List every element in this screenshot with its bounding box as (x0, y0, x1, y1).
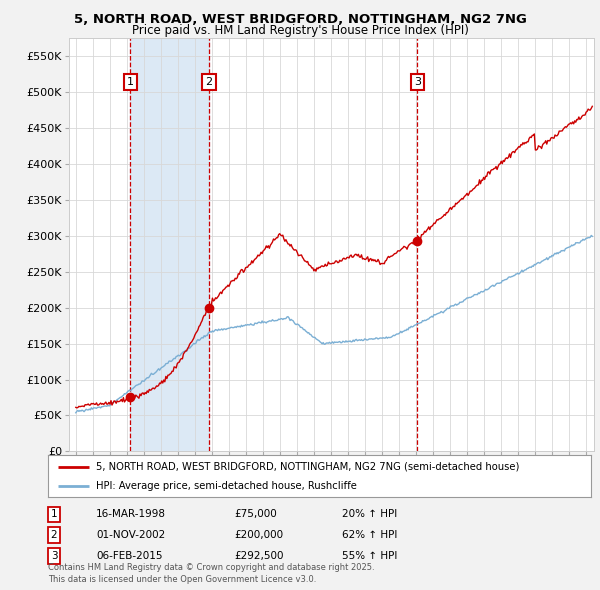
Text: HPI: Average price, semi-detached house, Rushcliffe: HPI: Average price, semi-detached house,… (96, 481, 356, 491)
Text: 2: 2 (50, 530, 58, 540)
Text: £75,000: £75,000 (234, 510, 277, 519)
Text: 3: 3 (50, 551, 58, 560)
Text: 3: 3 (414, 77, 421, 87)
Text: 5, NORTH ROAD, WEST BRIDGFORD, NOTTINGHAM, NG2 7NG: 5, NORTH ROAD, WEST BRIDGFORD, NOTTINGHA… (74, 13, 526, 26)
Text: 55% ↑ HPI: 55% ↑ HPI (342, 551, 397, 560)
Text: 16-MAR-1998: 16-MAR-1998 (96, 510, 166, 519)
Bar (130, 38, 209, 451)
Text: Price paid vs. HM Land Registry's House Price Index (HPI): Price paid vs. HM Land Registry's House … (131, 24, 469, 37)
Text: £200,000: £200,000 (234, 530, 283, 540)
Text: 5, NORTH ROAD, WEST BRIDGFORD, NOTTINGHAM, NG2 7NG (semi-detached house): 5, NORTH ROAD, WEST BRIDGFORD, NOTTINGHA… (96, 461, 519, 471)
Text: 1: 1 (50, 510, 58, 519)
Text: 1: 1 (127, 77, 134, 87)
Text: 06-FEB-2015: 06-FEB-2015 (96, 551, 163, 560)
Text: Contains HM Land Registry data © Crown copyright and database right 2025.
This d: Contains HM Land Registry data © Crown c… (48, 563, 374, 584)
Text: 62% ↑ HPI: 62% ↑ HPI (342, 530, 397, 540)
Text: 2: 2 (205, 77, 212, 87)
Text: £292,500: £292,500 (234, 551, 284, 560)
Text: 20% ↑ HPI: 20% ↑ HPI (342, 510, 397, 519)
Text: 01-NOV-2002: 01-NOV-2002 (96, 530, 165, 540)
